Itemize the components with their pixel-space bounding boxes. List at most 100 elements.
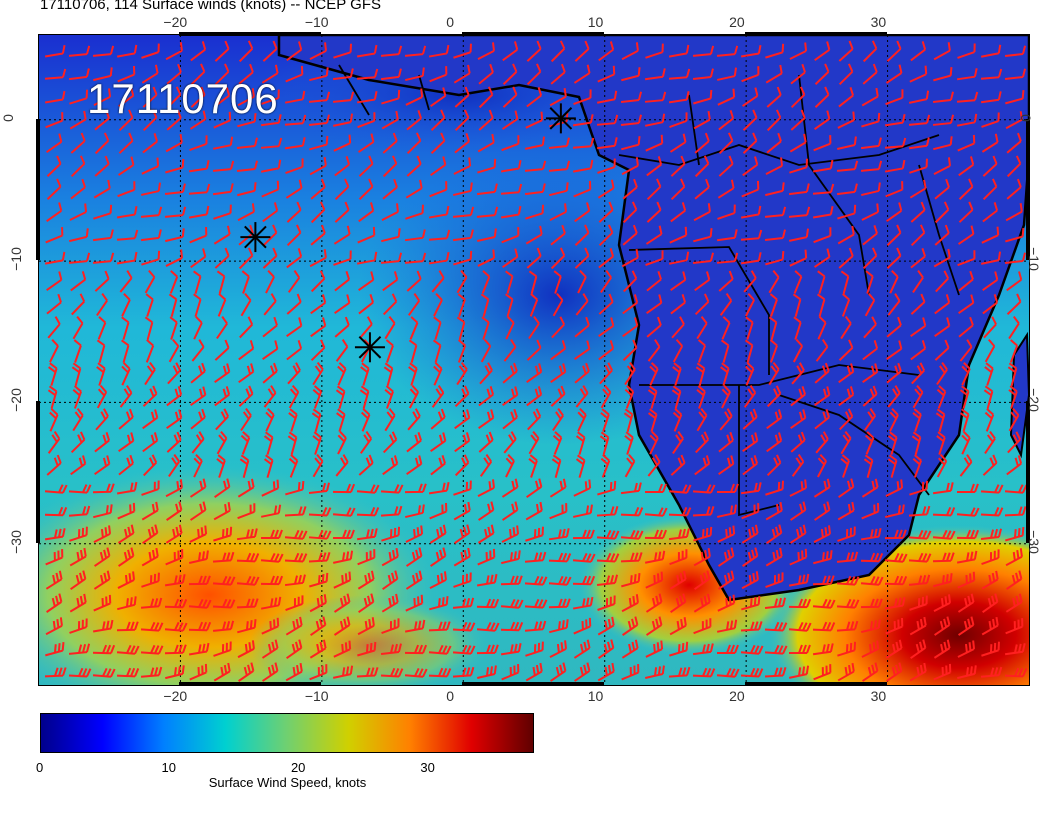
wind-barb [884,552,908,563]
wind-barb [766,409,783,430]
wind-barb [621,573,641,588]
wind-barb [119,385,133,408]
wind-barb [574,224,590,246]
wind-barb [404,619,426,633]
wind-barb [356,44,378,58]
wind-barb [308,552,331,563]
wind-barb [766,109,782,132]
wind-barb [262,40,278,62]
storm-marker-icon [354,332,385,363]
wind-barb [552,408,564,431]
wind-barb [694,271,711,292]
wind-barb [93,204,113,220]
wind-barb [932,506,956,517]
wind-barb [551,316,566,339]
wind-barb [672,362,682,386]
wind-barb [119,270,133,293]
wind-barb [236,598,259,609]
wind-barb [116,644,140,655]
wind-barb [909,595,928,611]
wind-barb [478,109,494,131]
wind-barb [68,505,91,517]
wind-barb [551,454,562,478]
wind-barb [93,179,111,199]
wind-barb [575,385,589,408]
wind-barb [190,362,206,384]
wind-barb [525,204,545,220]
wind-barb [598,293,614,315]
wind-barb [164,183,186,196]
wind-barb [503,431,517,454]
wind-barb [94,432,111,453]
wind-barb [861,112,881,128]
wind-barb [790,109,806,131]
wind-barb [884,159,906,173]
wind-barb [140,597,163,609]
wind-barb [1005,593,1023,613]
wind-barb [49,408,59,432]
wind-barb [596,574,619,586]
lon-tick-label: 10 [587,14,604,30]
wind-barb [404,252,427,264]
frame-edge-segment [36,118,40,261]
wind-barb [406,455,423,475]
wind-barb [741,524,759,544]
wind-barb [453,480,472,496]
wind-barb [68,45,91,57]
wind-barb [452,206,475,218]
wind-barb [213,111,232,129]
wind-barb [837,501,855,521]
wind-barb [1006,155,1022,178]
wind-barb [957,571,976,589]
wind-barb [407,408,421,431]
wind-barb [284,529,308,540]
frame-edge-segment [179,682,321,686]
wind-barb [524,183,546,196]
wind-barb [572,137,595,149]
wind-barb [141,501,159,521]
wind-barb [889,408,899,432]
wind-barb [597,65,616,83]
wind-barb [597,480,617,496]
wind-barb [214,247,230,269]
wind-barb [717,88,736,106]
wind-barb [694,155,710,178]
wind-barb [454,409,471,430]
wind-barb [644,507,668,517]
wind-barb [599,431,610,455]
wind-barb [1004,667,1028,678]
wind-barb [526,247,542,269]
wind-barb [407,293,421,316]
wind-barb [116,44,138,58]
wind-barb [552,292,564,317]
wind-barb [309,664,328,681]
wind-barb [94,455,111,476]
wind-barb [887,293,901,316]
wind-barb [188,205,210,219]
wind-barb [840,454,850,478]
wind-barb [622,201,638,224]
wind-barb [45,227,64,244]
wind-barb [169,270,179,294]
wind-barb [956,550,978,564]
wind-barb [600,408,610,432]
wind-barb [213,502,231,521]
wind-barb [45,112,64,129]
wind-barb [189,525,208,543]
wind-barb [332,91,355,103]
wind-barb [598,639,615,659]
wind-barb [193,316,203,340]
wind-barb [70,155,86,178]
wind-barb [310,294,327,315]
wind-barb [191,431,205,454]
wind-barb [669,112,688,129]
wind-barb [456,316,466,340]
wind-barb [265,408,275,432]
wind-barb [308,114,330,127]
frame-edge-segment [745,682,887,686]
wind-barb [740,482,762,495]
wind-barb [693,593,711,613]
wind-barb [212,160,235,172]
wind-barb [480,338,492,363]
wind-barb [140,206,163,218]
